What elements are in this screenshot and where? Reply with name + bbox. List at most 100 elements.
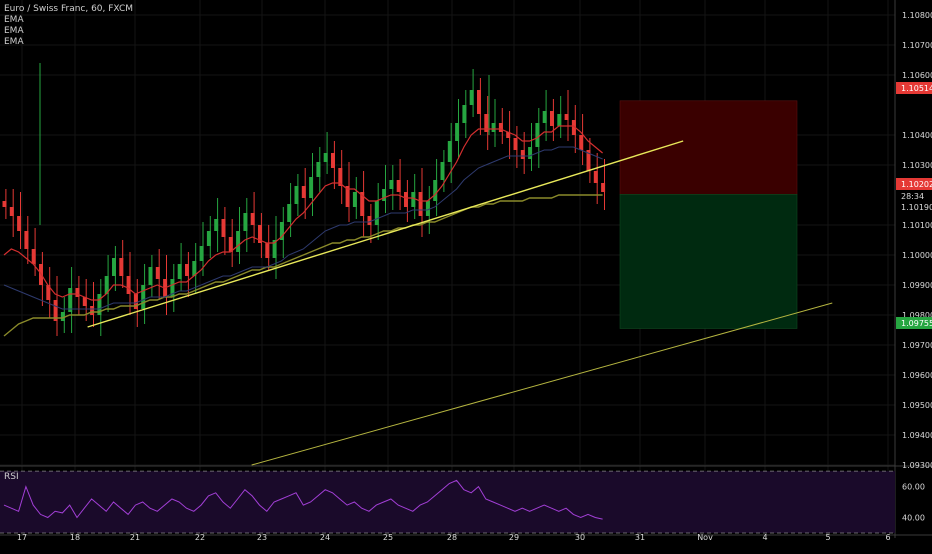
time-tick-label: 28 xyxy=(447,533,457,542)
candle-body xyxy=(104,276,109,294)
candle-body xyxy=(53,300,58,321)
price-tag-label: 1.10202 xyxy=(901,180,932,189)
candle-body xyxy=(550,111,554,126)
candle-body xyxy=(206,231,211,246)
candle-body xyxy=(221,219,226,237)
price-tag-label: 28:34 xyxy=(901,192,924,201)
candle-body xyxy=(433,180,438,201)
time-tick-label: 24 xyxy=(320,533,330,542)
candle-body xyxy=(498,123,503,132)
candle-body xyxy=(265,243,270,258)
price-tick-label: 1.09500 xyxy=(902,401,932,410)
ema-legend-3[interactable]: EMA xyxy=(4,37,24,47)
symbol-title[interactable]: Euro / Swiss Franc, 60, FXCM xyxy=(4,4,133,14)
candle-body xyxy=(411,192,416,207)
price-tick-label: 1.10700 xyxy=(902,41,932,50)
rsi-band xyxy=(0,471,895,533)
time-tick-label: 4 xyxy=(762,533,767,542)
ema-mid-line xyxy=(3,146,603,310)
candle-body xyxy=(528,147,533,159)
candle-body xyxy=(360,192,365,216)
candle-body xyxy=(228,237,233,252)
candle-body xyxy=(9,207,14,216)
price-tick-label: 1.09800 xyxy=(902,311,932,320)
price-tick-label: 1.09300 xyxy=(902,461,932,470)
price-tick-label: 1.09600 xyxy=(902,371,932,380)
time-tick-label: 17 xyxy=(17,533,27,542)
candle-body xyxy=(272,240,277,258)
time-tick-label: 21 xyxy=(130,533,140,542)
time-tick-label: 18 xyxy=(70,533,80,542)
candle-body xyxy=(199,246,204,261)
time-tick-label: 22 xyxy=(195,533,205,542)
candle-body xyxy=(75,288,80,297)
candle-body xyxy=(24,231,29,249)
price-tag-label: 1.09755 xyxy=(901,319,932,328)
price-tag xyxy=(896,190,932,202)
candle-body xyxy=(309,177,314,198)
rsi-line xyxy=(3,479,603,520)
candle-body xyxy=(557,114,562,126)
ema-legend-1[interactable]: EMA xyxy=(4,15,24,25)
price-tag xyxy=(896,201,932,213)
candle-body xyxy=(148,267,153,285)
candle-body xyxy=(82,297,87,306)
candle-body xyxy=(141,285,146,309)
time-tick-label: 6 xyxy=(885,533,890,542)
candle-body xyxy=(469,90,474,105)
candle-body xyxy=(97,294,102,315)
trendline xyxy=(87,140,684,328)
trendline xyxy=(251,302,833,466)
candle-body xyxy=(535,123,540,147)
price-tick-label: 1.10800 xyxy=(902,11,932,20)
candle-body xyxy=(477,90,481,114)
candle-body xyxy=(133,294,138,309)
price-tick-label: 1.10000 xyxy=(902,251,932,260)
ema-legend-2[interactable]: EMA xyxy=(4,26,24,36)
candle-body xyxy=(119,258,124,276)
rsi-tick-label: 40.00 xyxy=(902,514,925,523)
candle-body xyxy=(513,138,518,150)
candle-body xyxy=(338,168,343,186)
candle-body xyxy=(484,114,489,132)
candle-body xyxy=(90,306,95,315)
candle-body xyxy=(345,186,350,207)
price-tag xyxy=(896,178,932,190)
take-profit-zone xyxy=(619,194,798,329)
candle-body xyxy=(316,162,321,177)
candle-body xyxy=(389,180,394,189)
candle-body xyxy=(236,231,241,252)
time-tick-label: 30 xyxy=(575,533,585,542)
candle-body xyxy=(17,216,22,231)
candle-body xyxy=(455,123,460,141)
candle-body xyxy=(564,114,569,120)
candle-body xyxy=(250,213,255,225)
candle-body xyxy=(440,162,445,180)
ema-fast-line xyxy=(3,125,603,301)
candle-body xyxy=(112,258,116,276)
candle-body xyxy=(31,249,36,264)
candle-body xyxy=(214,219,219,231)
candle-body xyxy=(243,213,248,231)
price-tick-label: 1.09700 xyxy=(902,341,932,350)
candle-body xyxy=(425,201,430,216)
price-tick-label: 1.09400 xyxy=(902,431,932,440)
rsi-tick-label: 60.00 xyxy=(902,483,925,492)
candle-body xyxy=(418,192,423,216)
price-tick-label: 1.10400 xyxy=(902,131,932,140)
price-tick-label: 1.10600 xyxy=(902,71,932,80)
candle-body xyxy=(396,180,401,192)
candle-body xyxy=(462,105,467,123)
time-tick-label: 23 xyxy=(257,533,267,542)
ema-slow-line xyxy=(3,194,603,337)
candle-body xyxy=(571,120,576,135)
legend: Euro / Swiss Franc, 60, FXCM EMA EMA EMA xyxy=(4,4,133,48)
candle-body xyxy=(601,183,606,192)
candle-body xyxy=(382,189,387,201)
candle-body xyxy=(586,150,591,171)
rsi-legend[interactable]: RSI xyxy=(4,472,19,482)
candle-body xyxy=(542,111,547,123)
candle-body xyxy=(506,132,511,138)
